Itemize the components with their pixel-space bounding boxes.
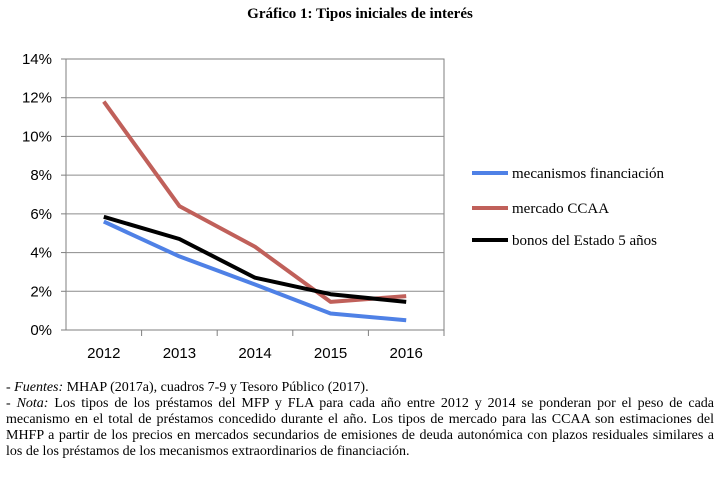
plot-area xyxy=(65,58,445,331)
methodology-note: - Nota: Los tipos de los préstamos del M… xyxy=(6,396,714,459)
y-tick-label: 14% xyxy=(22,51,52,68)
x-tick-label: 2013 xyxy=(163,345,196,362)
y-tick-label: 2% xyxy=(30,283,52,300)
x-tick-label: 2015 xyxy=(314,345,347,362)
note-text: Los tipos de los préstamos del MFP y FLA… xyxy=(6,396,714,459)
sources-note: - Fuentes: MHAP (2017a), cuadros 7-9 y T… xyxy=(6,380,369,395)
y-tick-label: 8% xyxy=(30,167,52,184)
y-tick-label: 6% xyxy=(30,206,52,223)
legend-label: mecanismos financiación xyxy=(512,166,665,182)
y-tick-label: 0% xyxy=(30,322,52,339)
note-label: Nota: xyxy=(16,396,49,411)
series-line-3 xyxy=(103,214,407,304)
sources-label: Fuentes: xyxy=(14,380,64,395)
legend-label: bonos del Estado 5 años xyxy=(512,233,657,249)
legend-label: mercado CCAA xyxy=(512,201,609,217)
chart-notes: - Fuentes: MHAP (2017a), cuadros 7-9 y T… xyxy=(6,380,714,460)
y-tick-label: 10% xyxy=(22,128,52,145)
chart-title: Gráfico 1: Tipos iniciales de interés xyxy=(247,6,473,22)
x-tick-label: 2014 xyxy=(238,345,271,362)
series-line-1 xyxy=(102,219,407,323)
sources-text: MHAP (2017a), cuadros 7-9 y Tesoro Públi… xyxy=(63,380,369,395)
x-tick-label: 2012 xyxy=(87,345,120,362)
y-tick-label: 12% xyxy=(22,90,52,107)
y-tick-label: 4% xyxy=(30,245,52,262)
line-chart: 0% 2% 4% 6% 8% 10% 12% 14% 2012 2013 2014 2015 2016… xyxy=(22,51,665,362)
x-tick-label: 2016 xyxy=(390,345,423,362)
series-line-2 xyxy=(102,100,407,304)
